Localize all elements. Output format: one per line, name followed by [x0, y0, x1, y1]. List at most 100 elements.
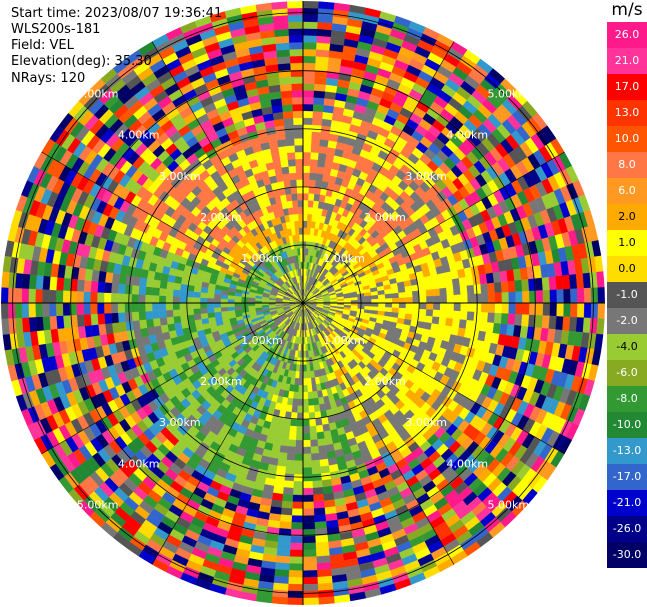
- range-gate: [446, 310, 454, 319]
- range-gate: [306, 364, 311, 372]
- range-gate: [289, 425, 297, 434]
- range-gate: [290, 522, 304, 530]
- range-gate: [302, 48, 317, 57]
- range-gate: [316, 562, 332, 571]
- range-gate: [302, 481, 313, 489]
- range-gate: [302, 220, 308, 228]
- range-gate: [286, 145, 296, 153]
- range-gate: [28, 274, 37, 290]
- range-gate: [307, 213, 313, 222]
- range-gate: [308, 179, 317, 188]
- range-gate: [282, 104, 294, 113]
- range-gate: [312, 110, 324, 119]
- range-gate: [316, 555, 331, 564]
- range-gate: [280, 159, 289, 168]
- range-gate: [289, 549, 304, 558]
- range-gate: [316, 28, 332, 37]
- range-gate: [302, 55, 317, 64]
- range-gate: [284, 131, 295, 140]
- range-gate: [290, 62, 304, 71]
- range-gate: [152, 279, 161, 289]
- range-gate: [309, 425, 317, 434]
- range-gate: [132, 320, 141, 330]
- range-gate: [302, 487, 314, 496]
- range-gate: [206, 307, 215, 314]
- range-gate: [438, 317, 447, 326]
- range-gate: [271, 8, 289, 17]
- range-gate: [302, 570, 318, 578]
- range-gate: [302, 158, 311, 167]
- range-gate: [117, 302, 125, 313]
- range-gate: [213, 302, 221, 308]
- range-gate: [549, 302, 558, 317]
- range-gate: [165, 302, 173, 311]
- range-gate: [213, 293, 222, 299]
- range-gate: [145, 310, 153, 320]
- range-gate: [575, 317, 585, 333]
- range-gate: [158, 310, 167, 319]
- range-gate: [158, 302, 167, 311]
- range-gate: [302, 14, 319, 23]
- range-gate: [453, 310, 461, 320]
- range-gate: [302, 371, 308, 379]
- range-gate: [281, 431, 290, 440]
- range-gate: [206, 302, 215, 309]
- range-gate: [306, 377, 312, 386]
- range-gate: [287, 590, 304, 599]
- range-gate: [293, 124, 304, 132]
- range-gate: [297, 193, 304, 201]
- range-gate: [322, 423, 331, 432]
- range-gate: [302, 206, 309, 215]
- range-gate: [272, 14, 289, 24]
- range-gate: [0, 287, 9, 304]
- range-gate: [302, 378, 308, 386]
- range-gate: [302, 227, 308, 235]
- range-gate: [172, 309, 181, 317]
- range-gate: [273, 21, 289, 31]
- range-gate: [446, 302, 455, 312]
- range-gate: [284, 124, 295, 133]
- range-gate: [28, 316, 37, 332]
- range-gate: [314, 76, 327, 85]
- range-gate: [83, 291, 91, 304]
- range-gate: [307, 384, 313, 393]
- range-gate: [310, 145, 320, 153]
- range-gate: [313, 97, 325, 106]
- range-gate: [405, 308, 413, 315]
- range-gate: [279, 445, 289, 454]
- range-gate: [312, 397, 320, 406]
- range-gate: [312, 480, 323, 489]
- range-gate: [97, 281, 106, 293]
- range-gate: [312, 390, 319, 399]
- range-gate: [193, 308, 201, 315]
- range-gate: [302, 522, 316, 530]
- range-gate: [274, 28, 290, 37]
- range-gate: [302, 405, 309, 413]
- range-gate: [124, 284, 133, 295]
- range-gate: [317, 445, 327, 454]
- range-gate: [315, 541, 329, 550]
- range-gate: [271, 589, 289, 598]
- range-gate: [289, 556, 304, 564]
- range-gate: [302, 453, 312, 462]
- range-gate: [292, 391, 299, 400]
- range-gate: [282, 424, 291, 433]
- range-gate: [424, 315, 433, 324]
- range-gate: [318, 1, 335, 10]
- range-gate: [21, 273, 31, 289]
- range-gate: [548, 315, 557, 330]
- range-gate: [287, 158, 296, 167]
- range-gate: [287, 0, 304, 9]
- range-gate: [315, 424, 324, 433]
- range-gate: [298, 227, 304, 235]
- range-gate: [14, 287, 23, 304]
- range-gate: [315, 534, 329, 544]
- range-gate: [28, 302, 36, 318]
- range-gate: [83, 279, 92, 293]
- range-gate: [306, 371, 312, 379]
- range-gate: [281, 500, 293, 509]
- range-gate: [138, 311, 147, 321]
- range-gate: [589, 317, 598, 335]
- range-gate: [48, 302, 57, 317]
- range-gate: [124, 293, 132, 304]
